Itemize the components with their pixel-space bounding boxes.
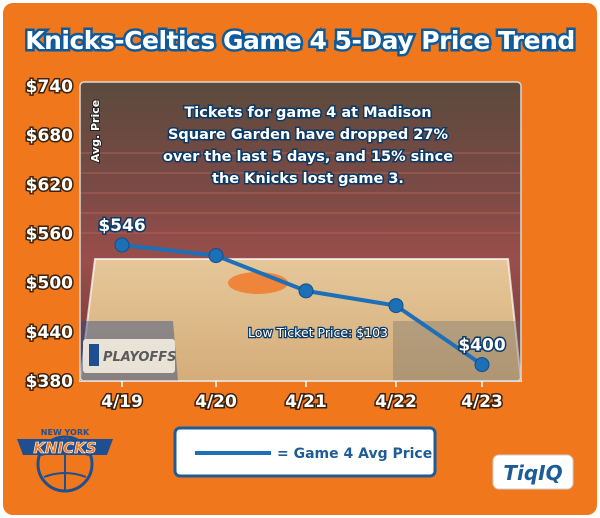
y-axis-label: Avg. Price	[89, 100, 102, 162]
playoffs-logo: PLAYOFFS	[83, 339, 177, 373]
annotation-line: the Knicks lost game 3.	[212, 171, 404, 187]
data-label: $400	[458, 336, 505, 356]
y-axis-ticks: $740 $680 $620 $560 $500 $440 $380	[24, 76, 74, 394]
y-tick-label: $500	[26, 274, 73, 294]
series-layer: $546 $400	[97, 214, 507, 373]
annotation: Tickets for game 4 at Madison Square Gar…	[161, 104, 454, 189]
y-tick-label: $380	[26, 372, 73, 392]
data-label: $546	[98, 216, 145, 236]
x-tick-label: 4/19	[101, 392, 143, 412]
x-tick-label: 4/22	[375, 392, 417, 412]
y-tick-label: $740	[26, 77, 73, 97]
knicks-top-text: NEW YORK	[41, 428, 90, 437]
data-point	[114, 237, 130, 253]
playoffs-text: PLAYOFFS	[103, 350, 177, 365]
legend: = Game 4 Avg Price	[173, 426, 437, 478]
legend-label: = Game 4 Avg Price	[277, 446, 432, 462]
low-ticket-note: Low Ticket Price: $103	[248, 325, 388, 340]
chart-title: Knicks-Celtics Game 4 5-Day Price Trend	[25, 26, 575, 55]
tiqiq-logo-text: TiqIQ	[503, 461, 562, 485]
data-point	[208, 248, 224, 264]
knicks-logo: NEW YORK KNICKS	[17, 428, 113, 493]
chart-svg: Knicks-Celtics Game 4 5-Day Price Trend …	[17, 24, 578, 493]
x-tick-label: 4/20	[195, 392, 237, 412]
data-point	[388, 298, 404, 314]
annotation-line: Square Garden have dropped 27%	[168, 127, 449, 143]
x-tick-label: 4/21	[285, 392, 327, 412]
tiqiq-logo: TiqIQ	[492, 454, 574, 490]
data-point	[298, 283, 314, 299]
annotation-line: over the last 5 days, and 15% since	[163, 149, 453, 165]
annotation-line: Tickets for game 4 at Madison	[184, 105, 431, 121]
y-tick-label: $440	[26, 323, 73, 343]
y-tick-label: $560	[26, 225, 73, 245]
y-tick-label: $680	[26, 126, 73, 146]
knicks-word-text: KNICKS	[33, 439, 96, 457]
x-tick-label: 4/23	[461, 392, 503, 412]
x-axis-ticks: 4/19 4/20 4/21 4/22 4/23	[100, 381, 504, 414]
y-tick-label: $620	[26, 175, 73, 195]
chart-card: Knicks-Celtics Game 4 5-Day Price Trend …	[3, 3, 597, 515]
data-point	[474, 357, 490, 373]
